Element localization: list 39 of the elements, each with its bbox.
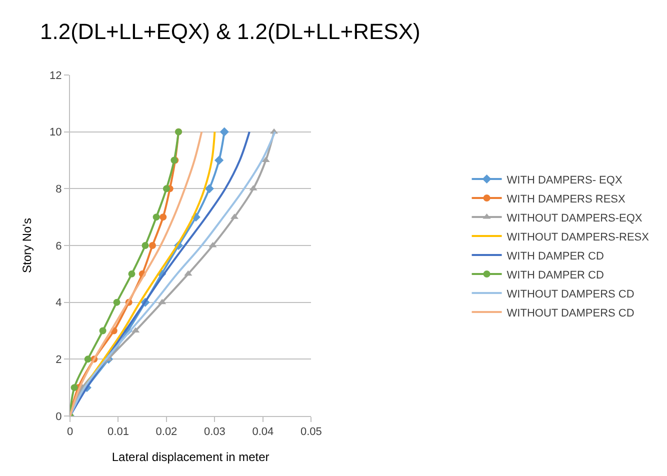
y-tick-label: 4 (56, 297, 62, 310)
x-axis-title: Lateral displacement in meter (112, 450, 270, 464)
point (162, 185, 170, 192)
point (128, 270, 136, 278)
point (160, 214, 167, 221)
legend-label: WITH DAMPERS- EQX (506, 174, 623, 186)
y-tick-label: 8 (56, 184, 62, 196)
y-tick-label: 10 (50, 126, 62, 139)
point (70, 384, 78, 392)
chart-title: 1.2(DL+LL+EQX) & 1.2(DL+LL+RESX) (40, 19, 420, 44)
x-tick-label: 0.03 (204, 426, 226, 438)
point (214, 156, 224, 165)
legend-label: WITHOUT DAMPERS CD (506, 307, 634, 320)
legend-label: WITH DAMPER CD (506, 250, 604, 262)
point (148, 242, 156, 249)
point (142, 242, 149, 249)
y-axis-title: Story No's (20, 218, 34, 273)
point (84, 356, 92, 363)
y-tick-label: 6 (56, 240, 62, 252)
legend-label: WITH DAMPERS RESX (506, 193, 626, 206)
legend-label: WITHOUT DAMPERS-RESX (506, 231, 650, 244)
y-tick-label: 12 (50, 70, 62, 82)
y-tick-label: 0 (56, 410, 62, 423)
legend-label: WITHOUT DAMPERS-EQX (506, 212, 643, 224)
point (204, 184, 214, 194)
point (184, 270, 192, 276)
legend-label: WITH DAMPER CD (506, 269, 604, 282)
x-tick-label: 0.05 (300, 426, 322, 438)
legend-label: WITHOUT DAMPERS CD (506, 288, 634, 300)
point (220, 127, 229, 136)
point (152, 214, 160, 221)
x-tick-label: 0.01 (108, 426, 129, 438)
y-tick-label: 2 (56, 354, 62, 366)
x-tick-label: 0 (66, 426, 74, 438)
x-tick-label: 0.04 (252, 426, 274, 438)
point (113, 298, 120, 306)
point (158, 298, 166, 304)
x-tick-label: 0.02 (156, 426, 178, 438)
point (99, 327, 106, 334)
